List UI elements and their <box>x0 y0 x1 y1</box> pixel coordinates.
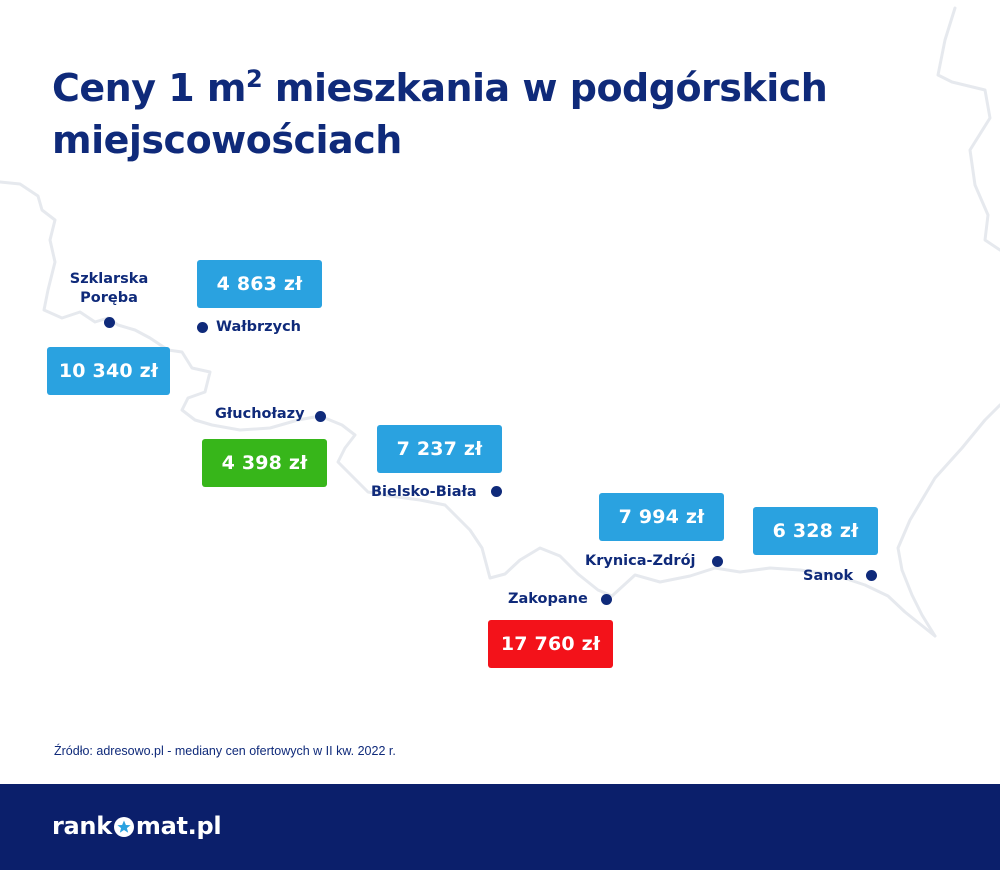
price-box-sanok: 6 328 zł <box>753 507 878 555</box>
map-marker-icon <box>491 486 502 497</box>
price-box-krynica-zdroj: 7 994 zł <box>599 493 724 541</box>
map-marker-icon <box>104 317 115 328</box>
price-box-bielsko-biala: 7 237 zł <box>377 425 502 473</box>
price-box-walbrzych: 4 863 zł <box>197 260 322 308</box>
price-box-zakopane: 17 760 zł <box>488 620 613 668</box>
map-marker-icon <box>315 411 326 422</box>
logo-text-part1: rank <box>52 812 112 840</box>
map-marker-icon <box>197 322 208 333</box>
brand-logo[interactable]: rank mat.pl <box>52 810 222 842</box>
price-box-glucholazy: 4 398 zł <box>202 439 327 487</box>
city-label-szklarska-poreba: Szklarska Poręba <box>69 271 149 306</box>
city-label-glucholazy: Głuchołazy <box>215 406 305 422</box>
footer-bar: rank mat.pl <box>0 784 1000 870</box>
logo-text-part2: mat.pl <box>135 812 222 840</box>
city-label-zakopane: Zakopane <box>508 591 588 607</box>
map-marker-icon <box>601 594 612 605</box>
poland-border-map <box>0 6 1000 638</box>
city-label-krynica-zdroj: Krynica-Zdrój <box>585 553 696 569</box>
city-label-sanok: Sanok <box>803 568 854 584</box>
star-o-icon <box>113 817 134 837</box>
page-title: Ceny 1 m2 mieszkania w podgórskich miejsc… <box>52 65 828 162</box>
city-label-bielsko-biala: Bielsko-Biała <box>371 484 477 500</box>
map-marker-icon <box>712 556 723 567</box>
source-note: Źródło: adresowo.pl - mediany cen oferto… <box>54 744 396 758</box>
map-marker-icon <box>866 570 877 581</box>
city-label-walbrzych: Wałbrzych <box>216 319 301 335</box>
price-box-szklarska-poreba: 10 340 zł <box>47 347 170 395</box>
